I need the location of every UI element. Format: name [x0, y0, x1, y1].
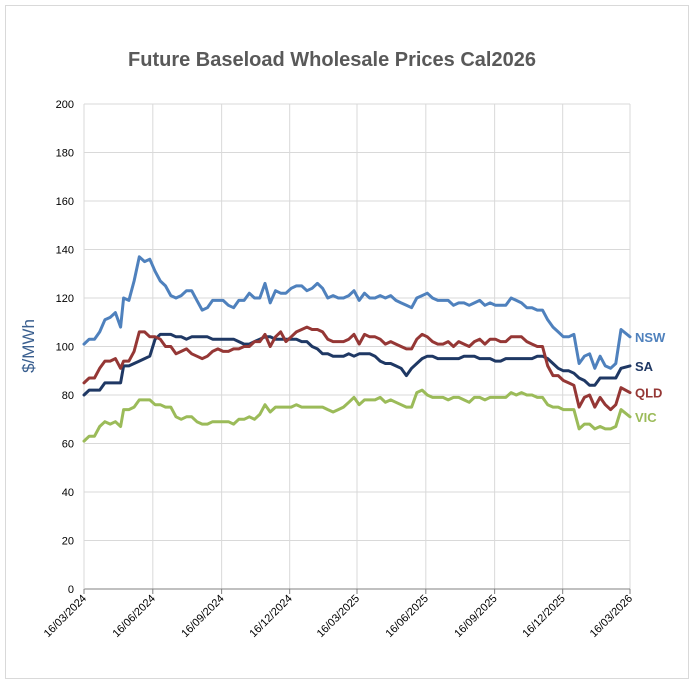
x-tick-label: 16/09/2025 — [452, 593, 499, 640]
x-tick-labels: 16/03/2024 16/06/2024 16/09/2024 16/12/2024… — [42, 593, 635, 640]
x-tick-label: 16/06/2025 — [384, 593, 431, 640]
y-tick-label: 40 — [62, 487, 74, 499]
series-line-qld — [82, 325, 632, 412]
chart-title: Future Baseload Wholesale Prices Cal2026 — [128, 49, 536, 71]
series-line-nsw — [82, 255, 632, 370]
x-tick-label: 16/03/2025 — [315, 593, 362, 640]
x-tick-label: 16/03/2026 — [588, 593, 635, 640]
y-tick-label: 140 — [56, 245, 74, 257]
y-tick-labels: 0 20 40 60 80 100 120 140 160 180 200 — [56, 99, 74, 596]
y-tick-label: 80 — [62, 390, 74, 402]
y-tick-label: 160 — [56, 196, 74, 208]
y-tick-label: 20 — [62, 536, 74, 548]
x-tick-label: 16/09/2024 — [179, 593, 226, 640]
series-label-qld: QLD — [635, 386, 662, 401]
x-tick-label: 16/12/2025 — [520, 593, 567, 640]
y-tick-label: 100 — [56, 342, 74, 354]
y-tick-label: 120 — [56, 293, 74, 305]
series-line-vic — [82, 388, 632, 443]
x-tick-label: 16/03/2024 — [42, 593, 89, 640]
series-label-sa: SA — [635, 359, 654, 374]
x-tick-label: 16/12/2024 — [247, 593, 294, 640]
axes — [83, 104, 631, 594]
series-labels: NSW SA QLD VIC — [635, 330, 666, 425]
series-line-sa — [82, 332, 632, 397]
y-tick-label: 180 — [56, 148, 74, 160]
series-label-nsw: NSW — [635, 330, 666, 345]
y-tick-label: 200 — [56, 99, 74, 111]
y-tick-label: 60 — [62, 439, 74, 451]
y-axis-label: $/MWh — [19, 319, 38, 373]
series-label-vic: VIC — [635, 410, 657, 425]
series-lines — [82, 255, 632, 443]
y-tick-label: 0 — [68, 584, 74, 596]
x-tick-label: 16/06/2024 — [111, 593, 158, 640]
